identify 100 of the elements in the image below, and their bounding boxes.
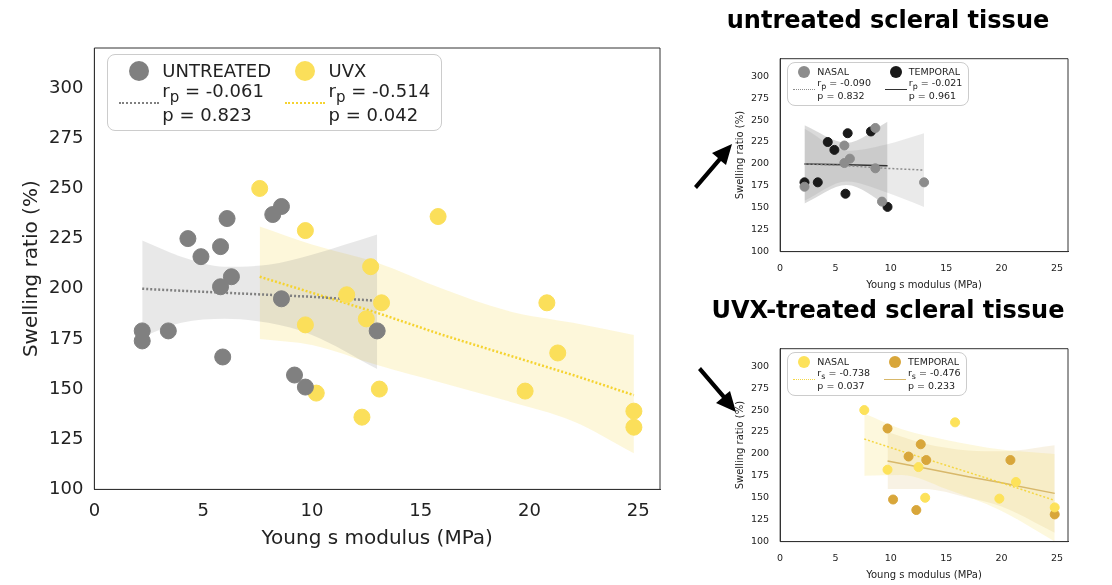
point <box>368 322 386 340</box>
y-tick-label: 225 <box>750 135 770 147</box>
x-tick-label: 10 <box>300 498 324 520</box>
point <box>286 366 304 384</box>
y-tick-label: 300 <box>750 359 770 371</box>
point <box>214 348 232 366</box>
y-tick-label: 275 <box>750 91 770 103</box>
point <box>212 238 230 256</box>
point <box>876 196 887 207</box>
point <box>919 177 930 188</box>
legend-label: NASAL <box>817 65 849 78</box>
point <box>921 455 932 466</box>
y-tick-label: 125 <box>750 223 770 235</box>
x-tick-label: 15 <box>940 551 953 563</box>
y-tick-label: 175 <box>49 326 84 348</box>
point <box>882 423 893 434</box>
point <box>839 140 850 151</box>
y-tick-label: 200 <box>49 276 84 298</box>
point <box>903 451 914 462</box>
y-tick-label: 100 <box>49 477 84 499</box>
y-tick-label: 250 <box>49 176 84 198</box>
x-tick-label: 20 <box>995 261 1008 273</box>
legend-label: r$_{p}$ = -0.021 p = 0.961 <box>908 76 963 102</box>
point <box>888 494 899 505</box>
y-tick-label: 150 <box>49 376 84 398</box>
point <box>373 294 391 312</box>
legend-label: UVX <box>328 59 367 81</box>
x-tick-label: 20 <box>518 498 541 520</box>
point <box>1005 455 1016 466</box>
legend-label: UNTREATED <box>162 59 272 81</box>
y-axis-title: Swelling ratio (%) <box>733 400 745 490</box>
x-tick-label: 10 <box>884 261 897 273</box>
y-axis-title: Swelling ratio (%) <box>18 180 43 358</box>
x-tick-label: 0 <box>88 498 101 520</box>
point <box>296 316 314 334</box>
y-tick-label: 225 <box>49 226 84 248</box>
chart-title: UVX-treated scleral tissue <box>710 296 1066 324</box>
point <box>870 163 881 174</box>
point <box>870 122 881 133</box>
point <box>212 278 230 296</box>
x-tick-label: 15 <box>409 498 433 520</box>
point <box>251 179 269 197</box>
x-tick-label: 25 <box>626 498 650 520</box>
legend-label: TEMPORAL <box>907 355 960 368</box>
x-axis-title: Young s modulus (MPa) <box>260 525 493 550</box>
point <box>538 294 556 312</box>
y-tick-label: 125 <box>750 513 770 525</box>
x-tick-label: 15 <box>940 261 953 273</box>
point <box>218 210 236 228</box>
point <box>179 230 197 248</box>
point <box>812 177 823 188</box>
point <box>159 322 177 340</box>
point <box>272 290 290 308</box>
y-tick-label: 100 <box>750 245 770 257</box>
point <box>882 464 893 475</box>
y-tick-label: 200 <box>750 447 770 459</box>
legend-label: r$_{s}$ = -0.476 p = 0.233 <box>907 366 961 392</box>
legend-label: r$_{p}$ = -0.090 p = 0.832 <box>817 76 871 102</box>
y-tick-label: 125 <box>49 426 84 448</box>
point <box>920 492 931 503</box>
point <box>272 198 290 215</box>
point <box>915 439 926 450</box>
point <box>829 144 840 155</box>
point <box>844 153 855 164</box>
point <box>353 408 371 426</box>
point <box>370 380 388 398</box>
point <box>192 248 210 266</box>
y-tick-label: 250 <box>750 403 770 415</box>
point <box>913 462 924 473</box>
y-tick-label: 100 <box>750 535 770 547</box>
point <box>625 418 643 436</box>
y-tick-label: 150 <box>750 201 770 213</box>
legend-label: TEMPORAL <box>908 65 961 78</box>
point <box>1010 476 1021 487</box>
point <box>296 378 314 396</box>
point <box>799 181 810 192</box>
point <box>357 310 375 328</box>
point <box>429 208 447 226</box>
x-tick-label: 5 <box>832 551 839 563</box>
y-tick-label: 300 <box>49 75 84 97</box>
x-tick-label: 10 <box>884 551 897 563</box>
legend-label: r$_{s}$ = -0.738 p = 0.037 <box>817 366 871 392</box>
y-tick-label: 275 <box>750 381 770 393</box>
point <box>338 286 356 304</box>
x-tick-label: 5 <box>197 498 209 520</box>
y-tick-label: 200 <box>750 157 770 169</box>
point <box>994 493 1005 504</box>
y-tick-label: 150 <box>750 491 770 503</box>
x-axis-title: Young s modulus (MPa) <box>865 278 982 290</box>
point <box>222 268 240 286</box>
legend-label: r$_{p}$ = -0.061 p = 0.823 <box>162 79 264 125</box>
x-tick-label: 0 <box>777 261 784 273</box>
x-axis-title: Young s modulus (MPa) <box>865 568 982 580</box>
y-tick-label: 300 <box>750 69 770 81</box>
chart-title: untreated scleral tissue <box>725 6 1051 34</box>
line-series <box>258 275 636 397</box>
point <box>296 222 314 240</box>
point <box>822 137 833 147</box>
y-tick-label: 175 <box>750 179 770 191</box>
point <box>549 344 567 362</box>
